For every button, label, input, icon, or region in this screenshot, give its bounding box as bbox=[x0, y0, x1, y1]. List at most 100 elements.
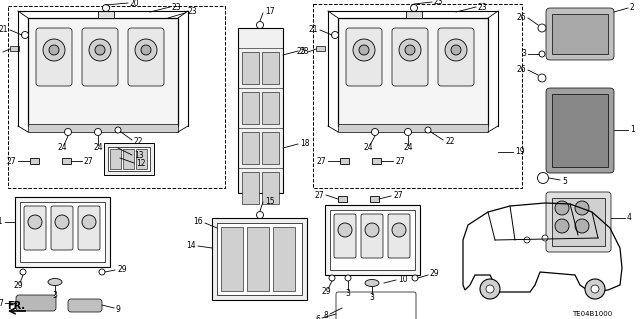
Circle shape bbox=[538, 24, 546, 32]
Text: 26: 26 bbox=[516, 12, 526, 21]
Circle shape bbox=[20, 269, 26, 275]
Text: 19: 19 bbox=[515, 147, 525, 157]
Text: 5: 5 bbox=[562, 176, 567, 186]
Text: 26: 26 bbox=[516, 64, 526, 73]
Bar bbox=[370, 196, 379, 202]
FancyBboxPatch shape bbox=[361, 214, 383, 258]
Circle shape bbox=[65, 129, 72, 136]
Text: 15: 15 bbox=[265, 197, 275, 205]
Bar bbox=[28, 18, 178, 126]
Bar bbox=[221, 227, 243, 291]
Bar bbox=[98, 11, 114, 18]
FancyBboxPatch shape bbox=[16, 295, 56, 311]
Circle shape bbox=[399, 39, 421, 61]
Circle shape bbox=[345, 275, 351, 281]
Bar bbox=[242, 92, 259, 124]
Circle shape bbox=[365, 223, 379, 237]
Text: 1: 1 bbox=[630, 125, 635, 135]
Text: 27: 27 bbox=[6, 157, 16, 166]
Bar bbox=[123, 149, 134, 169]
Bar bbox=[262, 132, 279, 164]
Bar bbox=[372, 158, 381, 164]
Bar bbox=[238, 28, 283, 193]
Bar bbox=[110, 149, 121, 169]
Circle shape bbox=[135, 39, 157, 61]
Circle shape bbox=[539, 51, 545, 57]
Circle shape bbox=[486, 285, 494, 293]
Text: 3: 3 bbox=[52, 292, 58, 300]
Bar bbox=[217, 223, 302, 295]
Circle shape bbox=[141, 45, 151, 55]
Text: 25: 25 bbox=[0, 48, 1, 56]
Circle shape bbox=[99, 269, 105, 275]
Bar bbox=[242, 132, 259, 164]
Circle shape bbox=[425, 127, 431, 133]
Bar bbox=[28, 124, 178, 132]
Circle shape bbox=[392, 223, 406, 237]
Bar bbox=[15, 197, 110, 267]
Bar bbox=[136, 149, 147, 169]
Text: 21: 21 bbox=[308, 26, 318, 34]
Circle shape bbox=[329, 275, 335, 281]
Bar bbox=[330, 210, 415, 270]
FancyBboxPatch shape bbox=[51, 206, 73, 250]
Text: 27: 27 bbox=[314, 190, 324, 199]
Text: 6: 6 bbox=[315, 315, 320, 319]
FancyBboxPatch shape bbox=[24, 206, 46, 250]
Bar bbox=[108, 147, 150, 171]
Text: 28: 28 bbox=[300, 47, 310, 56]
Bar bbox=[273, 227, 295, 291]
Text: 29: 29 bbox=[430, 270, 440, 278]
Text: 13: 13 bbox=[134, 152, 143, 160]
Circle shape bbox=[405, 45, 415, 55]
Text: 4: 4 bbox=[627, 213, 632, 222]
Bar bbox=[242, 172, 259, 204]
Text: TE04B1000: TE04B1000 bbox=[572, 311, 612, 317]
FancyBboxPatch shape bbox=[78, 206, 100, 250]
Circle shape bbox=[585, 279, 605, 299]
Text: 9: 9 bbox=[116, 305, 121, 314]
Circle shape bbox=[89, 39, 111, 61]
Bar bbox=[242, 52, 259, 84]
Circle shape bbox=[332, 32, 339, 39]
Text: 24: 24 bbox=[57, 143, 67, 152]
Text: 27: 27 bbox=[84, 157, 93, 166]
Circle shape bbox=[371, 129, 378, 136]
Bar bbox=[552, 94, 608, 167]
Text: 23: 23 bbox=[187, 8, 196, 17]
Circle shape bbox=[445, 39, 467, 61]
FancyBboxPatch shape bbox=[392, 28, 428, 86]
Circle shape bbox=[555, 219, 569, 233]
Text: 24: 24 bbox=[403, 144, 413, 152]
Text: 18: 18 bbox=[300, 139, 310, 149]
Ellipse shape bbox=[365, 279, 379, 286]
Text: 27: 27 bbox=[393, 191, 403, 201]
FancyBboxPatch shape bbox=[342, 296, 410, 319]
Bar bbox=[30, 158, 39, 164]
Text: 20: 20 bbox=[130, 0, 140, 8]
Bar bbox=[340, 158, 349, 164]
Text: 10: 10 bbox=[398, 275, 408, 284]
Text: 22: 22 bbox=[445, 137, 454, 145]
Text: 16: 16 bbox=[193, 218, 203, 226]
Text: 3: 3 bbox=[346, 288, 351, 298]
Text: 27: 27 bbox=[395, 157, 404, 166]
Bar bbox=[20, 202, 105, 262]
Circle shape bbox=[451, 45, 461, 55]
Text: FR.: FR. bbox=[7, 301, 25, 311]
Text: 3: 3 bbox=[369, 293, 374, 301]
Bar bbox=[104, 143, 154, 175]
Circle shape bbox=[22, 32, 29, 39]
Bar bbox=[262, 172, 279, 204]
FancyBboxPatch shape bbox=[546, 192, 611, 252]
Bar bbox=[212, 218, 307, 300]
Circle shape bbox=[49, 45, 59, 55]
FancyBboxPatch shape bbox=[388, 214, 410, 258]
Circle shape bbox=[538, 74, 546, 82]
Text: 24: 24 bbox=[363, 143, 373, 152]
Circle shape bbox=[115, 127, 121, 133]
Circle shape bbox=[28, 215, 42, 229]
Bar bbox=[262, 92, 279, 124]
Bar bbox=[338, 196, 347, 202]
Circle shape bbox=[410, 4, 417, 11]
